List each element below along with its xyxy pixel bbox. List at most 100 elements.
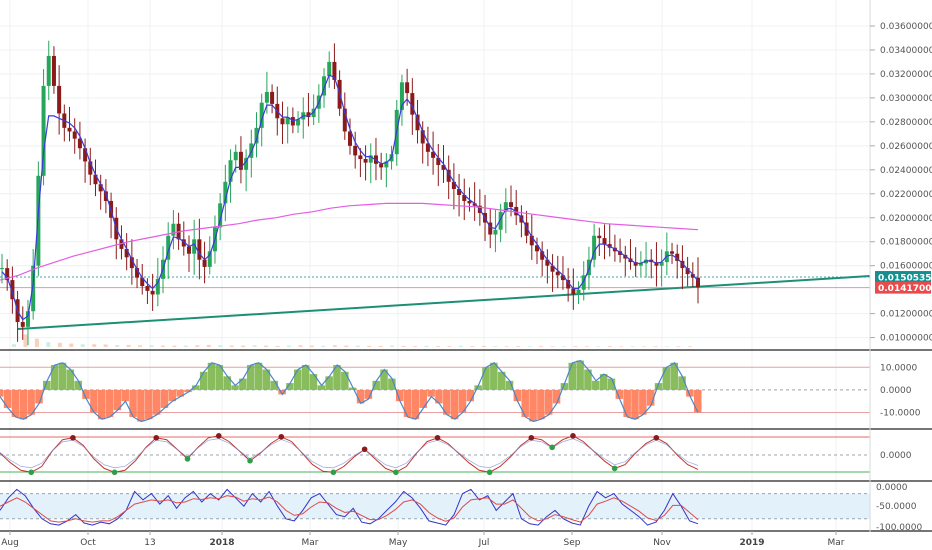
oscillator-1-bar [176, 389, 184, 397]
candle-body [571, 288, 576, 295]
oscillator-2-marker [434, 434, 441, 441]
volume-bar [172, 345, 177, 347]
volume-bar [493, 346, 498, 347]
candle-body [358, 155, 363, 160]
candle-body [384, 161, 389, 168]
oscillator-1-bar [388, 378, 396, 390]
candle-body [524, 222, 529, 236]
volume-bar [390, 345, 395, 347]
time-tick-label: Jul [478, 538, 490, 548]
time-axis[interactable]: Aug Oct 13 2018 Mar May Jul Sep Nov 2019 Mar [1, 531, 845, 548]
price-tick-label: 0.03200000 [880, 70, 932, 80]
candle-body [280, 118, 285, 125]
volume-bar [367, 345, 372, 347]
oscillator-1-bar [121, 389, 129, 402]
price-tick-label: 0.02600000 [880, 142, 932, 152]
oscillator-1-bar [403, 389, 412, 417]
oscillator-2-marker [247, 457, 253, 464]
volume-bar [527, 346, 532, 347]
candle-body [129, 257, 134, 269]
oscillator-1-bar [160, 389, 169, 408]
oscillator-panel-3[interactable] [0, 488, 870, 526]
oscillator-1-bar [168, 389, 177, 402]
oscillator-1-bar [380, 369, 388, 390]
oscillator-1-bar [576, 360, 584, 390]
volume-bar [149, 345, 154, 347]
oscillator-1-bar [278, 389, 286, 395]
oscillator-1-bar [497, 371, 506, 390]
oscillator-2-marker [330, 469, 337, 476]
price-tick-label: 0.03600000 [880, 22, 932, 32]
time-tick-label: 2018 [209, 538, 234, 548]
candle-body [5, 268, 10, 281]
oscillator-1-bar [348, 387, 357, 390]
candle-body [254, 127, 259, 144]
candle-body [57, 85, 62, 114]
price-tick-label: 0.03400000 [880, 46, 932, 56]
candle-body [93, 174, 98, 185]
price-axis[interactable]: 0.03600000 0.03400000 0.03200000 0.03000000… [869, 0, 932, 533]
candle-body [51, 55, 56, 86]
candle-body [135, 268, 140, 278]
candle-body [472, 203, 477, 206]
candle-body [467, 200, 472, 204]
trend-line[interactable] [17, 275, 871, 330]
oscillator-1-bar [27, 389, 35, 415]
oscillator-1-bar [231, 385, 239, 390]
candle-body [20, 322, 25, 327]
candle-body [181, 239, 186, 247]
candle-body [410, 93, 415, 115]
candle-body [540, 251, 545, 260]
oscillator-1-bar [294, 369, 302, 390]
oscillator-1-bar [395, 389, 404, 402]
candle-body [10, 280, 15, 300]
price-tick-label: 0.02800000 [880, 118, 932, 128]
oscillator-1-bar [309, 374, 318, 390]
oscillator-1-bar [427, 389, 435, 397]
oscillator-2-marker [570, 433, 576, 439]
candle-body [306, 112, 311, 118]
candle-body [192, 239, 197, 254]
price-panel[interactable] [0, 40, 871, 346]
volume-bar [195, 345, 200, 347]
time-tick-label: Aug [1, 538, 19, 548]
candle-body [259, 102, 264, 128]
oscillator-1-bar [97, 389, 106, 420]
oscillator-1-bar [90, 389, 98, 413]
candle-body [566, 280, 571, 289]
candle-body [363, 159, 368, 163]
volume-bar [401, 345, 406, 347]
candle-body [431, 151, 436, 158]
time-tick-label: Nov [653, 538, 671, 548]
oscillator-1-bar [341, 371, 349, 390]
candle-body [166, 235, 171, 260]
volume-bar [642, 346, 647, 347]
candle-body [67, 127, 72, 132]
time-tick-label: Mar [302, 538, 319, 548]
candle-body [150, 290, 155, 295]
oscillator-2-marker [653, 434, 660, 441]
gridlines [0, 0, 870, 532]
oscillator-panel-1[interactable] [0, 359, 870, 423]
oscillator-3-tick-label: -50.0000 [876, 502, 917, 512]
candle-body [457, 188, 462, 195]
candle-body [197, 239, 202, 260]
candle-body [592, 235, 597, 260]
oscillator-1-bar [639, 389, 647, 415]
oscillator-panel-2[interactable] [0, 433, 870, 476]
candle-body [680, 260, 685, 269]
candle-body [348, 131, 352, 146]
oscillator-1-bar [215, 365, 224, 390]
volume-bar [252, 345, 257, 347]
volume-bar [92, 344, 97, 347]
candle-body [244, 157, 249, 170]
panel-separators[interactable] [0, 349, 932, 532]
oscillator-1-bar [66, 369, 75, 390]
oscillator-2-marker [28, 469, 35, 476]
volume-bar [264, 345, 269, 347]
oscillator-2-marker [393, 469, 399, 476]
oscillator-3-band [0, 493, 870, 519]
oscillator-1-bar [145, 389, 153, 420]
oscillator-1-bar [239, 378, 247, 390]
volume-bar [447, 346, 452, 347]
